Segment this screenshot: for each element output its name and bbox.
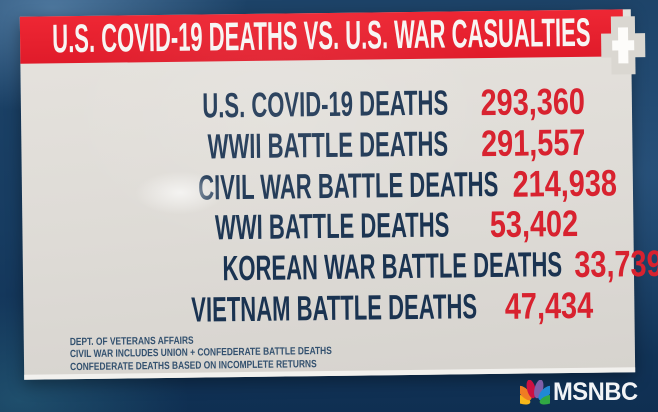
row-label: CIVIL WAR BATTLE DEATHS: [197, 164, 499, 208]
row-value: 47,434: [504, 284, 594, 327]
source-footnotes: DEPT. OF VETERANS AFFAIRS CIVIL WAR INCL…: [70, 332, 398, 373]
headline-title: U.S. COVID-19 DEATHS VS. U.S. WAR CASUAL…: [52, 10, 591, 62]
row-value: 53,402: [489, 203, 579, 246]
row-label: WWII BATTLE DEATHS: [207, 124, 449, 167]
row-value: 214,938: [512, 162, 618, 205]
row-value: 293,360: [480, 80, 586, 124]
table-row: VIETNAM BATTLE DEATHS 47,434: [23, 285, 634, 332]
row-label: KOREAN WAR BATTLE DEATHS: [222, 245, 563, 289]
row-value: 291,557: [480, 121, 586, 164]
nbc-peacock-icon: [519, 379, 550, 405]
medical-cross-icon: [601, 16, 646, 75]
casualty-table: U.S. COVID-19 DEATHS 293,360 WWII BATTLE…: [21, 80, 658, 332]
row-label: VIETNAM BATTLE DEATHS: [191, 287, 478, 330]
msnbc-logo: MSNBC: [519, 378, 642, 407]
row-value: 33,739: [574, 243, 658, 286]
row-label: U.S. COVID-19 DEATHS: [201, 83, 449, 126]
graphic-panel: U.S. COVID-19 DEATHS VS. U.S. WAR CASUAL…: [19, 9, 658, 380]
table-row: WWI BATTLE DEATHS 53,402: [22, 203, 633, 251]
footnote-line: CONFEDERATE DEATHS BASED ON INCOMPLETE R…: [70, 357, 317, 373]
row-label: WWI BATTLE DEATHS: [214, 205, 450, 248]
headline-banner: U.S. COVID-19 DEATHS VS. U.S. WAR CASUAL…: [19, 9, 624, 64]
network-name: MSNBC: [552, 378, 638, 406]
